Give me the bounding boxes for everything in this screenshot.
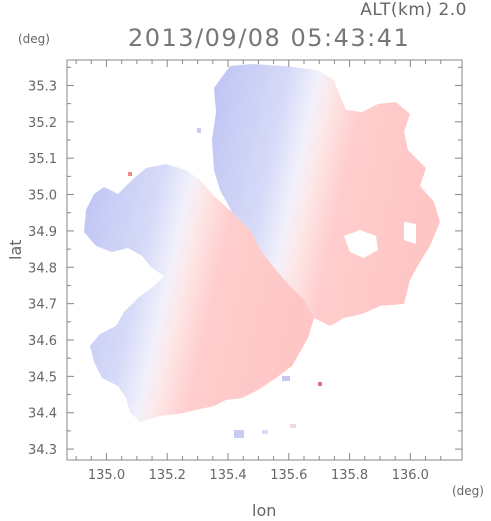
echo-fragment — [128, 172, 132, 176]
timestamp-title: 2013/09/08 05:43:41 — [128, 24, 411, 52]
altitude-label: ALT(km) 2.0 — [360, 0, 467, 20]
y-tick-label: 34.5 — [28, 370, 57, 385]
x-tick-label: 135.0 — [88, 468, 125, 483]
echo-fragment — [234, 430, 244, 438]
lon-unit-label: (deg) — [452, 484, 484, 498]
y-tick-label: 35.1 — [28, 152, 57, 167]
echo-fragment — [290, 424, 296, 428]
echo-gap-1 — [344, 230, 378, 258]
echo-fragment — [262, 430, 268, 434]
x-tick-label: 135.8 — [331, 468, 368, 483]
y-tick-label: 35.3 — [28, 79, 57, 94]
lat-unit-label: (deg) — [18, 32, 50, 46]
x-tick-label: 135.6 — [270, 468, 307, 483]
y-tick-label: 34.9 — [28, 225, 57, 240]
y-tick-label: 34.7 — [28, 298, 57, 313]
y-tick-label: 34.6 — [28, 334, 57, 349]
x-tick-label: 135.2 — [149, 468, 186, 483]
x-axis-title: lon — [252, 501, 277, 520]
y-tick-label: 34.3 — [28, 443, 57, 458]
radar-echo-field — [84, 64, 440, 438]
echo-gap-3 — [108, 252, 126, 270]
y-axis-tick-labels: 35.3 35.2 35.1 35.0 34.9 34.8 34.7 34.6 34.5 34.4… — [28, 79, 57, 458]
x-tick-label: 135.4 — [209, 468, 246, 483]
x-axis-tick-labels: 135.0 135.2 135.4 135.6 135.8 136.0 — [88, 468, 429, 483]
echo-fragment — [282, 376, 290, 381]
plot-frame — [66, 59, 463, 461]
y-tick-label: 35.2 — [28, 116, 57, 131]
y-tick-label: 34.8 — [28, 261, 57, 276]
x-axis-ticks — [75, 60, 442, 460]
x-tick-label: 136.0 — [392, 468, 429, 483]
echo-gap-2 — [404, 222, 416, 244]
y-tick-label: 34.4 — [28, 407, 57, 422]
y-axis-ticks — [67, 66, 462, 450]
echo-region-west — [84, 164, 314, 422]
echo-fragment — [318, 382, 322, 386]
y-tick-label: 35.0 — [28, 189, 57, 204]
echo-fragment — [197, 128, 201, 133]
echo-region-east — [212, 64, 440, 326]
